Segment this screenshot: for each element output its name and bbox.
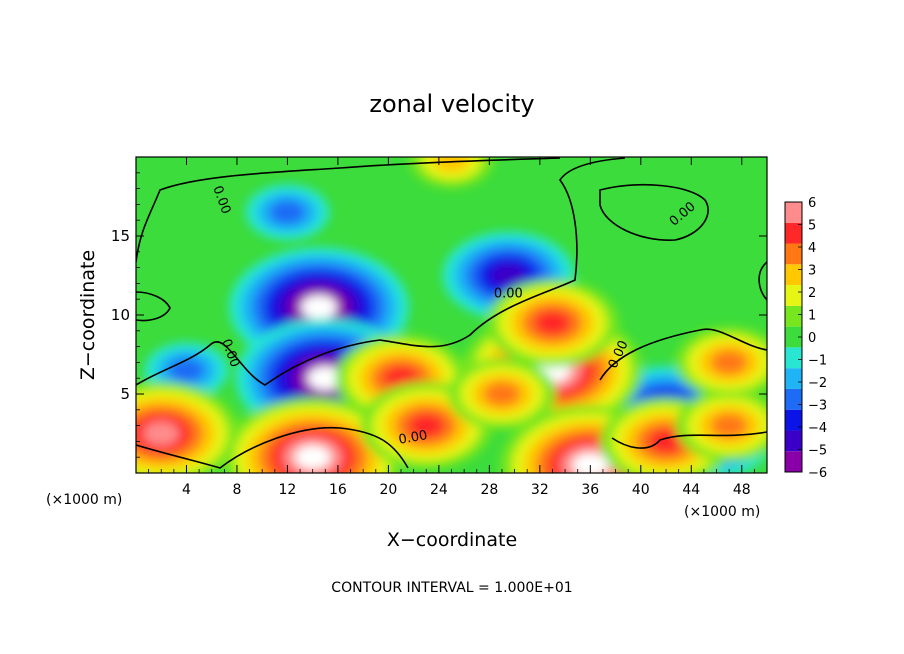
colorbar-tick-label: −3	[808, 399, 827, 414]
x-tick-label: 8	[232, 482, 241, 498]
x-axis-label: X−coordinate	[387, 529, 517, 551]
feature-ring	[711, 413, 748, 438]
colorbar-tick-label: −1	[808, 354, 827, 369]
feature-ring	[534, 310, 571, 335]
feature-high-12	[486, 278, 619, 367]
feature-ring	[572, 453, 609, 473]
colorbar-swatch	[785, 202, 802, 223]
zero-contour-right-edge	[758, 261, 767, 301]
x-tick-label: 40	[632, 482, 650, 498]
colorbar-swatch	[785, 285, 802, 306]
feature-high-19	[675, 389, 767, 462]
feature-high-20	[675, 326, 767, 399]
x-unit-label-right: (×1000 m)	[684, 504, 760, 520]
colorbar: 6 5 4 3 2 1 0 −1 −2 −3 −4 −5 −6	[784, 196, 827, 481]
zero-contour-left-box	[136, 291, 171, 322]
colorbar-swatch	[785, 347, 802, 369]
x-tick-label: 12	[279, 482, 297, 498]
zero-contour-top	[136, 157, 561, 263]
zero-contour-lower-right	[599, 328, 767, 449]
colorbar-swatch	[785, 409, 802, 431]
zero-contours	[136, 157, 767, 469]
colorbar-tick-label: 3	[808, 264, 816, 279]
feature-ring	[483, 382, 520, 406]
colorbar-swatch	[785, 368, 802, 389]
chart-title: zonal velocity	[369, 90, 534, 118]
colorbar-swatch	[785, 451, 802, 472]
colorbar-swatch	[785, 305, 802, 327]
feature-low-6	[144, 342, 229, 399]
y-tick-label: 5	[120, 385, 130, 403]
feature-ring	[269, 200, 306, 225]
colorbar-swatch	[785, 222, 802, 244]
x-tick-label: 24	[430, 482, 448, 498]
zero-contour-middle	[136, 157, 626, 386]
y-axis: 5 10 15	[111, 172, 767, 458]
feature-ring	[408, 413, 445, 438]
plot-area: 0.000.000.000.00 0.000.00	[136, 157, 767, 473]
x-tick-label: 4	[182, 482, 191, 498]
x-unit-label: (×1000 m)	[46, 492, 122, 508]
colorbar-tick-label: 2	[808, 286, 816, 301]
x-tick-label: 20	[379, 482, 397, 498]
colorbar-tick-label: 6	[808, 196, 816, 211]
colorbar-swatch	[785, 430, 802, 452]
feature-ring	[648, 429, 685, 454]
zero-contour-upper-right	[599, 184, 709, 241]
x-tick-label: 44	[682, 482, 700, 498]
feature-high-10	[222, 397, 403, 473]
colorbar-tick-label: 0	[808, 331, 816, 346]
contour-interval-text: CONTOUR INTERVAL = 1.000E+01	[331, 580, 572, 596]
feature-ring	[168, 358, 205, 383]
contour-label: 0.00	[494, 287, 523, 302]
feature-ring	[711, 350, 748, 375]
x-tick-label: 36	[581, 482, 599, 498]
colorbar-swatch	[785, 326, 802, 348]
colorbar-swatch	[785, 243, 802, 265]
colorbar-swatch	[785, 264, 802, 286]
colorbar-tick-label: −5	[808, 444, 827, 459]
x-tick-label: 32	[531, 482, 549, 498]
feature-high-16	[447, 358, 556, 430]
x-tick-label: 28	[480, 482, 498, 498]
x-axis: 4 8 12 16 20 24 28 32 36 40 44 48	[148, 157, 755, 498]
feature-low-3	[245, 184, 330, 241]
colorbar-tick-label: 5	[808, 219, 816, 234]
y-axis-label: Z−coordinate	[77, 250, 99, 380]
feature-high-13	[136, 381, 240, 473]
y-tick-label: 15	[111, 227, 130, 245]
x-tick-label: 48	[733, 482, 751, 498]
feature-ring	[143, 421, 180, 446]
colorbar-tick-label: 4	[808, 241, 816, 256]
y-tick-label: 10	[111, 306, 130, 324]
x-tick-label: 16	[329, 482, 347, 498]
colorbar-tick-label: −4	[808, 421, 827, 436]
colorbar-swatch	[785, 388, 802, 410]
feature-ring	[294, 445, 331, 470]
velocity-field	[136, 157, 767, 473]
zero-contour-lower-left	[136, 426, 409, 469]
feature-ring	[490, 263, 527, 288]
colorbar-tick-label: 1	[808, 309, 816, 324]
feature-ring	[300, 295, 337, 320]
colorbar-tick-label: −2	[808, 376, 827, 391]
feature-ring	[307, 366, 344, 391]
contour-label: 0.00	[397, 428, 428, 448]
colorbar-tick-label: −6	[808, 466, 827, 481]
